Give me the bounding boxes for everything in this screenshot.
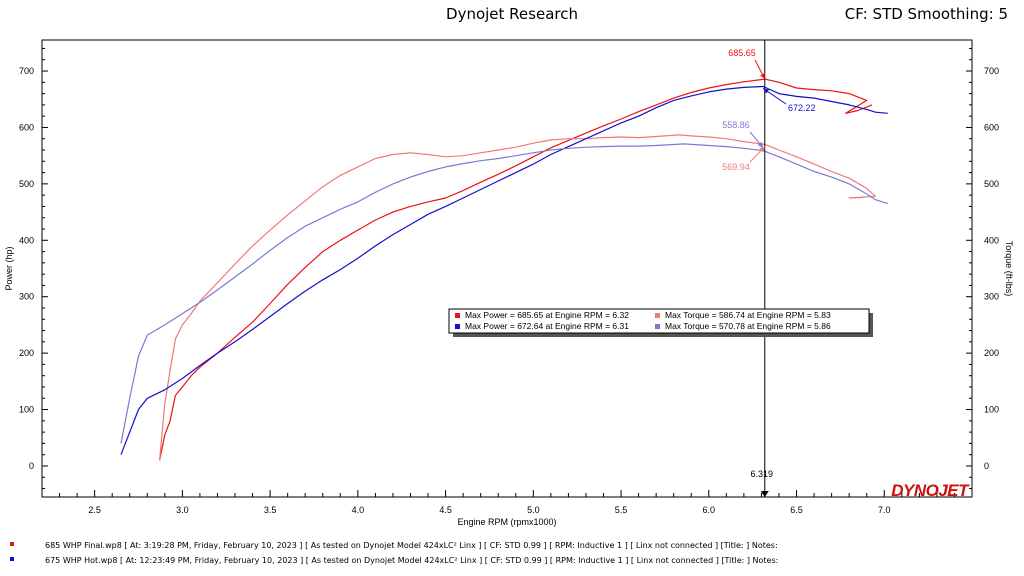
legend-box: Max Power = 685.65 at Engine RPM = 6.32 M… — [448, 308, 873, 337]
x-tick-label: 4.0 — [352, 505, 365, 515]
run-color-marker — [10, 557, 14, 561]
y2-tick-label: 700 — [984, 66, 999, 76]
y2-tick-label: 0 — [984, 461, 989, 471]
chart-frame — [41, 39, 973, 498]
x-tick-label: 6.0 — [703, 505, 716, 515]
arrowhead-icon — [763, 88, 770, 94]
annotation-label: 569.94 — [722, 162, 750, 172]
y-tick-label: 0 — [29, 461, 34, 471]
y-axis-label: Power (hp) — [4, 246, 14, 290]
y2-axis-label: Torque (ft-lbs) — [1004, 241, 1014, 297]
rpm-cursor[interactable]: 6.319 — [751, 40, 774, 497]
annotations: 685.65 672.22 558.86 569.94 — [722, 48, 815, 172]
legend-swatch — [655, 313, 660, 318]
axis-ticks: 2.5 3.0 3.5 4.0 4.5 5.0 5.5 6.0 6.5 7.0 0 0 100 100 20… — [4, 47, 1014, 527]
arrowhead-icon — [759, 146, 765, 153]
y2-tick-label: 500 — [984, 179, 999, 189]
x-tick-label: 5.0 — [527, 505, 540, 515]
y-tick-label: 400 — [19, 235, 34, 245]
y2-tick-label: 600 — [984, 122, 999, 132]
y2-tick-label: 300 — [984, 292, 999, 302]
run-info-text: 685 WHP Final.wp8 [ At: 3:19:28 PM, Frid… — [45, 541, 778, 550]
y-tick-label: 500 — [19, 179, 34, 189]
cf-smoothing-label: CF: STD Smoothing: 5 — [844, 5, 1008, 23]
series-line — [120, 85, 888, 455]
y2-tick-label: 100 — [984, 405, 999, 415]
series-line — [120, 143, 888, 444]
dyno-chart: 2.5 3.0 3.5 4.0 4.5 5.0 5.5 6.0 6.5 7.0 0 0 100 100 20… — [4, 39, 1014, 527]
x-tick-label: 3.5 — [264, 505, 277, 515]
dynojet-logo-text: DYNOJET — [891, 481, 970, 500]
legend-swatch — [655, 324, 660, 329]
y-tick-label: 600 — [19, 122, 34, 132]
cursor-arrow-icon — [760, 491, 769, 497]
series-line — [159, 78, 873, 461]
annotation-label: 558.86 — [722, 120, 750, 130]
arrowhead-icon — [757, 141, 764, 148]
x-tick-label: 6.5 — [790, 505, 803, 515]
annotation-label: 672.22 — [788, 103, 816, 113]
legend-swatch — [455, 313, 460, 318]
legend-swatch — [455, 324, 460, 329]
y-tick-label: 200 — [19, 348, 34, 358]
legend-entry: Max Torque = 570.78 at Engine RPM = 5.86 — [665, 321, 831, 331]
y2-tick-label: 400 — [984, 235, 999, 245]
annotation-label: 685.65 — [728, 48, 756, 58]
x-tick-label: 5.5 — [615, 505, 628, 515]
dynojet-logo: DYNOJET — [891, 481, 970, 500]
plot-area — [41, 39, 973, 498]
x-tick-label: 7.0 — [878, 505, 891, 515]
x-tick-label: 3.0 — [176, 505, 189, 515]
x-axis-label: Engine RPM (rpmx1000) — [457, 517, 556, 527]
series-layer — [120, 78, 888, 461]
y-tick-label: 700 — [19, 66, 34, 76]
run-color-marker — [10, 542, 14, 546]
run-info-text: 675 WHP Hot.wp8 [ At: 12:23:49 PM, Frida… — [45, 556, 779, 565]
legend-entry: Max Torque = 586.74 at Engine RPM = 5.83 — [665, 310, 831, 320]
legend-entry: Max Power = 672.64 at Engine RPM = 6.31 — [465, 321, 629, 331]
series-line — [159, 134, 877, 461]
x-tick-label: 4.5 — [439, 505, 452, 515]
x-tick-label: 2.5 — [88, 505, 101, 515]
cursor-value-label: 6.319 — [751, 469, 774, 479]
arrowhead-icon — [760, 73, 765, 80]
y2-tick-label: 200 — [984, 348, 999, 358]
legend-entry: Max Power = 685.65 at Engine RPM = 6.32 — [465, 310, 629, 320]
y-tick-label: 300 — [19, 292, 34, 302]
y-tick-label: 100 — [19, 405, 34, 415]
chart-title: Dynojet Research — [446, 5, 578, 23]
